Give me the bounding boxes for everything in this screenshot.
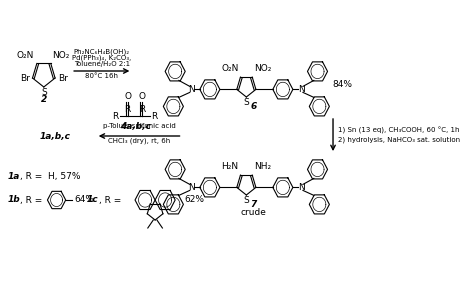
Text: 1a,b,c: 1a,b,c (39, 131, 70, 141)
Text: 7: 7 (251, 200, 257, 209)
Text: H₂N: H₂N (221, 162, 238, 171)
Text: 4a,b,c: 4a,b,c (119, 122, 151, 131)
Text: O₂N: O₂N (221, 64, 238, 73)
Text: R: R (124, 105, 130, 114)
Text: 1a: 1a (7, 172, 20, 181)
Text: 1) Sn (13 eq), CH₃COOH, 60 °C, 1h: 1) Sn (13 eq), CH₃COOH, 60 °C, 1h (337, 126, 459, 133)
Text: S: S (244, 98, 249, 107)
Text: R: R (140, 105, 146, 114)
Text: p-Toluensulfonic acid: p-Toluensulfonic acid (103, 123, 175, 129)
Text: 2: 2 (41, 95, 47, 104)
Text: O₂N: O₂N (17, 51, 34, 60)
Text: N: N (298, 85, 304, 94)
Text: NO₂: NO₂ (52, 51, 69, 60)
Text: 1b: 1b (7, 195, 20, 204)
Text: Toluene/H₂O 2:1: Toluene/H₂O 2:1 (73, 61, 130, 67)
Text: S: S (41, 88, 46, 97)
Text: Br: Br (20, 74, 30, 83)
Text: 1c: 1c (87, 195, 98, 204)
Text: S: S (244, 196, 249, 205)
Text: 80°C 16h: 80°C 16h (85, 73, 118, 79)
Text: , R =: , R = (100, 195, 122, 204)
Text: R: R (112, 112, 118, 120)
Text: NO₂: NO₂ (254, 64, 272, 73)
Text: N: N (188, 183, 195, 192)
Text: , R =  H, 57%: , R = H, 57% (20, 172, 81, 181)
Text: 64%: 64% (74, 195, 94, 204)
Text: N: N (188, 85, 195, 94)
Text: N: N (298, 183, 304, 192)
Text: O: O (124, 92, 131, 101)
Text: 62%: 62% (184, 195, 204, 204)
Text: R: R (152, 112, 158, 120)
Text: Pd(PPh₃)₄, K₂CO₃,: Pd(PPh₃)₄, K₂CO₃, (72, 55, 131, 61)
Text: 84%: 84% (332, 80, 352, 89)
Text: Ph₂NC₆H₄B(OH)₂: Ph₂NC₆H₄B(OH)₂ (73, 49, 130, 55)
Text: Br: Br (58, 74, 68, 83)
Text: , R =: , R = (20, 195, 42, 204)
Text: 6: 6 (251, 102, 257, 111)
Text: O: O (139, 92, 146, 101)
Text: NH₂: NH₂ (254, 162, 271, 171)
Text: 2) hydrolysis, NaHCO₃ sat. solution: 2) hydrolysis, NaHCO₃ sat. solution (337, 137, 460, 143)
Text: CHCl₃ (dry), rt, 6h: CHCl₃ (dry), rt, 6h (108, 137, 170, 143)
Text: crude: crude (241, 208, 266, 217)
